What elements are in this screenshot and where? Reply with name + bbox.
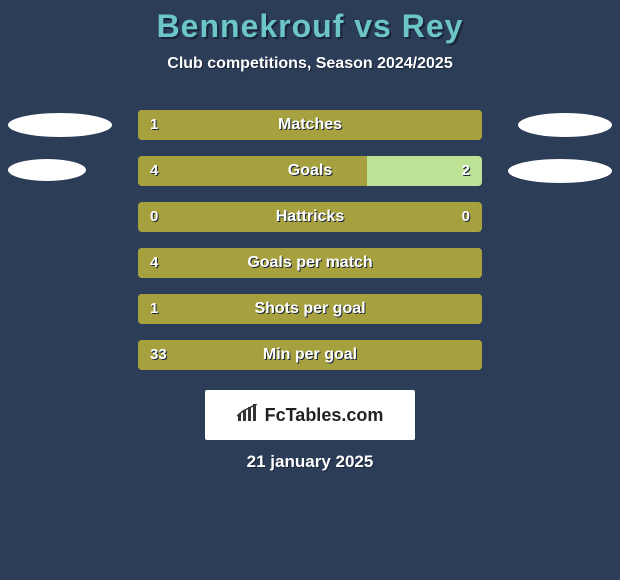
- player-left-ellipse: [8, 159, 86, 181]
- stat-value-left: 4: [150, 248, 158, 278]
- page-title: Bennekrouf vs Rey: [0, 0, 620, 45]
- stat-label: Matches: [138, 110, 482, 140]
- stat-row: Shots per goal1: [0, 294, 620, 324]
- page-subtitle: Club competitions, Season 2024/2025: [0, 55, 620, 73]
- brand-badge: FcTables.com: [205, 390, 415, 440]
- stat-row: Min per goal33: [0, 340, 620, 370]
- stat-value-left: 0: [150, 202, 158, 232]
- stat-label: Goals per match: [138, 248, 482, 278]
- stat-row: Goals4 2: [0, 156, 620, 186]
- stat-value-right: 2: [462, 156, 470, 186]
- stat-label: Shots per goal: [138, 294, 482, 324]
- player-left-ellipse: [8, 113, 112, 137]
- player-right-ellipse: [508, 159, 612, 183]
- brand-label: FcTables.com: [265, 405, 384, 426]
- stat-label: Goals: [138, 156, 482, 186]
- stat-value-left: 33: [150, 340, 167, 370]
- stat-value-left: 4: [150, 156, 158, 186]
- stat-value-left: 1: [150, 294, 158, 324]
- stat-row: Hattricks0 0: [0, 202, 620, 232]
- footer-date: 21 january 2025: [0, 452, 620, 472]
- comparison-infographic: Bennekrouf vs Rey Club competitions, Sea…: [0, 0, 620, 580]
- stat-label: Min per goal: [138, 340, 482, 370]
- stat-row: Goals per match4: [0, 248, 620, 278]
- chart-icon: [237, 404, 259, 427]
- stats-chart: Matches1Goals42Hattricks00Goals per matc…: [0, 110, 620, 386]
- stat-value-right: 0: [462, 202, 470, 232]
- stat-value-left: 1: [150, 110, 158, 140]
- stat-row: Matches1: [0, 110, 620, 140]
- player-right-ellipse: [518, 113, 612, 137]
- stat-label: Hattricks: [138, 202, 482, 232]
